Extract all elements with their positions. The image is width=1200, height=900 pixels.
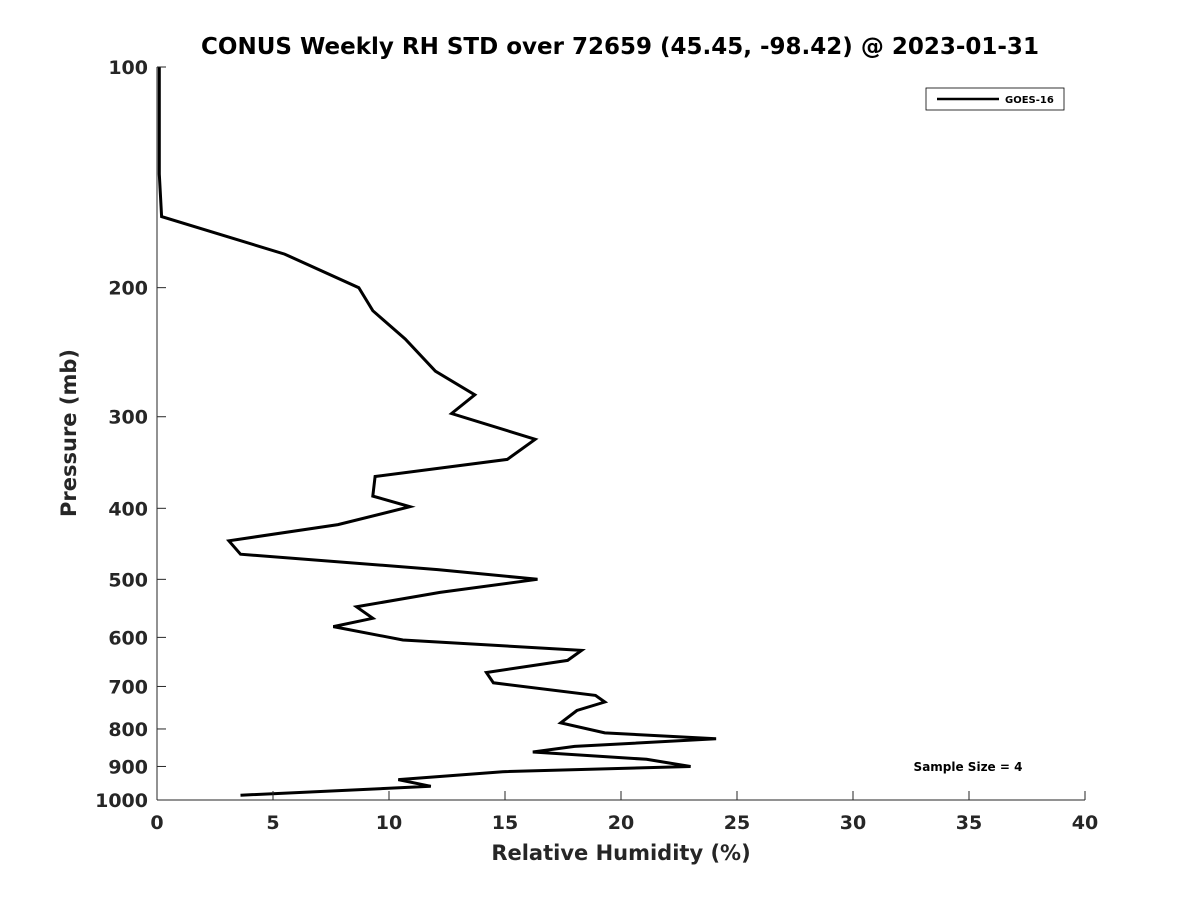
x-axis-label: Relative Humidity (%): [491, 841, 750, 865]
y-tick-label: 200: [108, 278, 148, 300]
y-tick-label: 800: [108, 719, 148, 741]
sample-size-annotation: Sample Size = 4: [914, 760, 1023, 774]
x-tick-label: 30: [840, 812, 866, 834]
y-tick-label: 100: [108, 57, 148, 79]
x-axis: 0 5 10 15 20 25 30 35 40: [150, 791, 1098, 834]
series-line-goes-16: [157, 67, 717, 797]
y-tick-label: 600: [108, 627, 148, 649]
legend: GOES-16: [925, 87, 1065, 111]
x-tick-label: 40: [1072, 812, 1098, 834]
y-tick-label: 400: [108, 498, 148, 520]
x-tick-label: 10: [376, 812, 402, 834]
y-tick-label: 900: [108, 756, 148, 778]
y-axis-label: Pressure (mb): [57, 349, 81, 517]
plot-area: [157, 67, 717, 797]
chart-title: CONUS Weekly RH STD over 72659 (45.45, -…: [201, 34, 1039, 60]
x-tick-label: 20: [608, 812, 634, 834]
legend-label-goes-16: GOES-16: [1005, 95, 1054, 106]
x-tick-label: 15: [492, 812, 518, 834]
x-tick-label: 25: [724, 812, 750, 834]
y-tick-label: 500: [108, 569, 148, 591]
y-axis: 100 200 300 400 500 600 700 800 900 1000: [95, 57, 166, 812]
y-tick-label: 300: [108, 407, 148, 429]
y-tick-label: 1000: [95, 790, 148, 812]
y-tick-label: 700: [108, 676, 148, 698]
x-tick-label: 35: [956, 812, 982, 834]
x-tick-label: 5: [266, 812, 279, 834]
x-tick-label: 0: [150, 812, 163, 834]
